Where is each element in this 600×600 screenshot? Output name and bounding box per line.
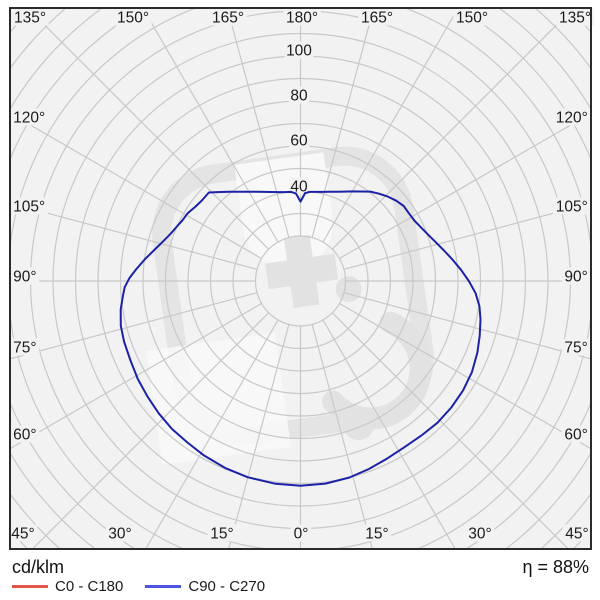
radial-scale-label: 60 <box>290 133 308 150</box>
angle-label: 60° <box>564 427 587 444</box>
radial-scale-label: 40 <box>290 179 308 196</box>
label-backdrop <box>288 86 310 104</box>
label-backdrop <box>362 524 392 542</box>
label-backdrop <box>207 524 237 542</box>
angle-label: 105° <box>13 199 45 216</box>
polar-grid-spoke <box>10 112 262 260</box>
legend-swatch-red-line <box>12 585 48 588</box>
polar-grid-spoke <box>331 312 570 549</box>
angle-label: 15° <box>365 526 388 543</box>
polar-grid-spoke <box>226 8 290 238</box>
photometric-polar-chart: 135° 150° 165° 180° 165° 150° 135° 45° 30° 15° 0° 1… <box>8 7 594 550</box>
legend-item-c90-c270: C90 - C270 <box>145 578 265 595</box>
angle-label: 165° <box>361 10 393 27</box>
legend-item-c0-c180: C0 - C180 <box>12 578 123 595</box>
label-backdrop <box>10 338 40 356</box>
polar-grid-spoke <box>145 319 279 549</box>
polar-grid-spoke <box>322 8 459 243</box>
polar-grid-spoke <box>343 202 591 270</box>
label-backdrop <box>358 8 396 26</box>
watermark-logo <box>146 146 434 465</box>
angle-label: 150° <box>456 10 488 27</box>
angle-label: 75° <box>13 340 36 357</box>
label-backdrop <box>562 524 592 542</box>
angle-label: 135° <box>559 10 591 27</box>
polar-grid-spoke <box>10 202 258 270</box>
angle-label: 120° <box>556 110 588 127</box>
label-backdrop <box>561 267 591 285</box>
angle-label: 45° <box>11 526 34 543</box>
angle-label: 30° <box>468 526 491 543</box>
angle-label: 150° <box>117 10 149 27</box>
polar-grid-spoke <box>343 292 591 360</box>
angle-label: 45° <box>565 526 588 543</box>
legend-label-c0-c180: C0 - C180 <box>55 578 124 595</box>
efficiency-value: η = 88% <box>522 557 589 577</box>
label-backdrop <box>283 8 321 26</box>
label-backdrop <box>105 524 135 542</box>
angle-label: 90° <box>564 269 587 286</box>
angle-label: 120° <box>13 110 45 127</box>
polar-grid-spoke <box>311 8 375 238</box>
polar-grid-spoke <box>322 319 456 549</box>
angle-label: 165° <box>212 10 244 27</box>
label-backdrop <box>10 267 40 285</box>
label-backdrop <box>209 8 247 26</box>
label-backdrop <box>553 197 591 215</box>
label-backdrop <box>288 131 310 149</box>
polar-grid-spoke <box>339 302 591 450</box>
unit-label: cd/klm <box>12 557 65 577</box>
polar-grid-spoke <box>31 312 270 549</box>
angle-label: 30° <box>108 526 131 543</box>
label-backdrop <box>10 425 40 443</box>
label-backdrop <box>561 338 591 356</box>
label-backdrop <box>114 8 152 26</box>
plot-border <box>9 7 592 550</box>
label-backdrop <box>284 41 314 59</box>
label-backdrop <box>11 8 49 26</box>
legend: C0 - C180 C90 - C270 <box>12 578 265 595</box>
angle-label: 135° <box>14 10 46 27</box>
intensity-curve-c90-c270 <box>119 190 482 487</box>
legend-swatch-blue-line <box>145 585 182 588</box>
polar-grid-spoke <box>311 324 373 549</box>
angle-label: 90° <box>13 269 36 286</box>
angle-label: 105° <box>556 199 588 216</box>
angle-label: 15° <box>210 526 233 543</box>
polar-grid-spoke <box>339 112 591 260</box>
label-backdrop <box>10 108 48 126</box>
angle-label: 60° <box>13 427 36 444</box>
label-backdrop <box>561 425 591 443</box>
label-backdrop <box>556 8 594 26</box>
polar-grid-spoke <box>10 302 262 450</box>
polar-grid-spoke <box>10 292 258 360</box>
label-backdrop <box>453 8 491 26</box>
legend-label-c90-c270: C90 - C270 <box>188 578 266 595</box>
angle-label: 0° <box>294 526 309 543</box>
radial-scale-label: 100 <box>286 43 312 60</box>
label-backdrop <box>8 524 38 542</box>
angle-label: 180° <box>286 10 318 27</box>
radial-scale-label: 80 <box>290 88 308 105</box>
label-backdrop <box>10 197 48 215</box>
angle-label: 75° <box>564 340 587 357</box>
label-backdrop <box>288 177 310 195</box>
polar-grid-spoke <box>142 8 279 243</box>
polar-grid-spoke <box>228 324 290 549</box>
label-backdrop <box>465 524 495 542</box>
label-backdrop <box>290 524 312 542</box>
label-backdrop <box>553 108 591 126</box>
